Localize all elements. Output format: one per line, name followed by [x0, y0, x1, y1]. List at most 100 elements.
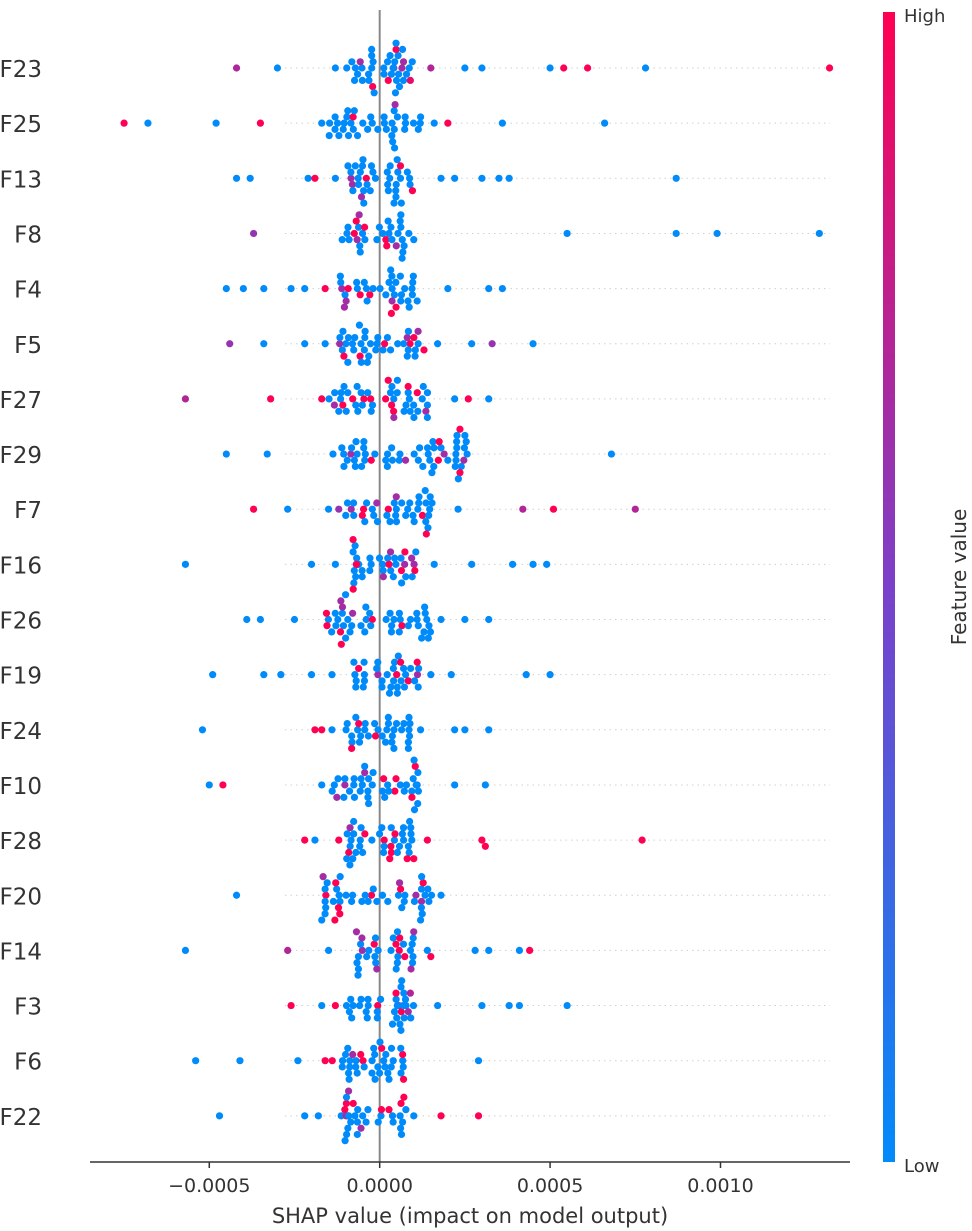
f29-cluster-point — [435, 438, 443, 446]
f25-cluster-point — [390, 125, 398, 133]
f10-cluster-point — [402, 781, 411, 789]
f7-cluster-point — [410, 518, 418, 526]
f26-cluster-point — [413, 615, 421, 624]
f10-cluster-point — [345, 787, 354, 795]
f26-cluster-point — [336, 628, 345, 636]
f14-cluster-point — [399, 940, 408, 948]
f14-cluster-point — [352, 928, 361, 936]
f5-cluster-point — [373, 340, 381, 348]
f29-cluster-point — [371, 450, 379, 458]
feature-label-f16: F16 — [0, 553, 42, 579]
f25-data-point — [256, 119, 264, 127]
f27-cluster-point — [354, 407, 362, 415]
f26-cluster-point — [387, 628, 396, 636]
f7-cluster-point — [350, 511, 358, 519]
f28-cluster-point — [387, 842, 395, 850]
f8-data-point — [249, 229, 258, 238]
f29-data-point — [607, 450, 616, 458]
f10-cluster-point — [392, 775, 400, 783]
f7-cluster-point — [426, 505, 434, 513]
f20-cluster-point — [400, 897, 408, 906]
f13-cluster-point — [384, 180, 392, 189]
f5-cluster-point — [406, 340, 414, 348]
f29-cluster-point — [456, 425, 464, 433]
f5-cluster-point — [351, 333, 359, 342]
f28-cluster-point — [395, 842, 404, 850]
f27-cluster-point — [404, 389, 412, 397]
f4-data-point — [498, 285, 506, 293]
f27-data-point — [267, 395, 275, 403]
f5-cluster-point — [365, 352, 373, 360]
f19-cluster-point — [378, 677, 386, 685]
f4-cluster-point — [404, 297, 412, 305]
f7-cluster-point — [418, 511, 427, 519]
f3-cluster-point — [356, 1001, 364, 1010]
f23-cluster-point — [399, 76, 408, 84]
f26-cluster-point — [334, 615, 342, 624]
f6-cluster-point — [387, 1063, 395, 1071]
f5-cluster-point — [403, 333, 411, 342]
f22-cluster-point — [398, 1118, 407, 1126]
f19-cluster-point — [402, 671, 410, 679]
f24-data-point — [198, 726, 207, 734]
f29-cluster-point — [353, 450, 361, 458]
f27-cluster-point — [423, 389, 432, 397]
f7-data-point — [324, 505, 333, 513]
f22-cluster-point — [353, 1118, 362, 1126]
f6-data-point — [294, 1057, 302, 1065]
f23-cluster-point — [391, 89, 400, 97]
f23-cluster-point — [365, 76, 373, 84]
f7-cluster-point — [422, 518, 430, 526]
f3-cluster-point — [362, 1008, 370, 1016]
f7-cluster-point — [398, 499, 406, 507]
f4-cluster-point — [353, 285, 361, 293]
f28-data-point — [410, 855, 418, 863]
f4-cluster-point — [341, 291, 349, 299]
f20-cluster-point — [398, 904, 406, 912]
f26-cluster-point — [322, 609, 331, 617]
f16-cluster-point — [401, 560, 409, 568]
x-tick-label: 0.0010 — [687, 1175, 753, 1197]
f25-cluster-point — [350, 107, 358, 115]
f29-data-point — [263, 450, 271, 458]
f14-cluster-point — [365, 946, 373, 955]
f8-data-point — [815, 229, 823, 238]
f3-cluster-point — [396, 1020, 404, 1028]
f7-cluster-point — [358, 511, 366, 519]
f20-cluster-point — [331, 916, 339, 924]
f4-cluster-point — [396, 272, 404, 280]
f5-cluster-point — [356, 352, 364, 360]
f7-data-point — [249, 505, 258, 513]
f20-cluster-point — [342, 891, 350, 899]
f16-data-point — [543, 560, 551, 568]
f7-cluster-point — [361, 518, 369, 526]
f3-cluster-point — [342, 1001, 351, 1010]
f13-cluster-point — [386, 174, 394, 182]
f14-cluster-point — [354, 953, 363, 961]
f25-cluster-point — [353, 131, 362, 140]
f10-data-point — [205, 781, 213, 789]
f24-cluster-point — [355, 720, 363, 728]
f14-data-point — [485, 946, 493, 955]
f23-data-point — [641, 64, 650, 72]
f13-cluster-point — [360, 199, 368, 207]
f20-cluster-point — [321, 910, 329, 918]
f8-cluster-point — [343, 229, 351, 238]
feature-label-f28: F28 — [0, 829, 42, 855]
f5-cluster-point — [394, 340, 402, 348]
f28-cluster-point — [346, 824, 354, 832]
f20-cluster-point — [321, 885, 329, 893]
f28-data-point — [335, 836, 343, 844]
f26-cluster-point — [328, 628, 336, 636]
f22-cluster-point — [362, 1118, 370, 1126]
f24-cluster-point — [361, 720, 369, 728]
f26-cluster-point — [413, 609, 421, 617]
f22-cluster-point — [377, 1112, 385, 1120]
f20-cluster-point — [378, 891, 387, 899]
f20-cluster-point — [322, 904, 330, 912]
f29-cluster-point — [460, 444, 469, 452]
f25-data-point — [416, 113, 425, 121]
f8-cluster-point — [352, 217, 360, 225]
f10-cluster-point — [364, 787, 372, 795]
f22-cluster-point — [341, 1106, 349, 1114]
